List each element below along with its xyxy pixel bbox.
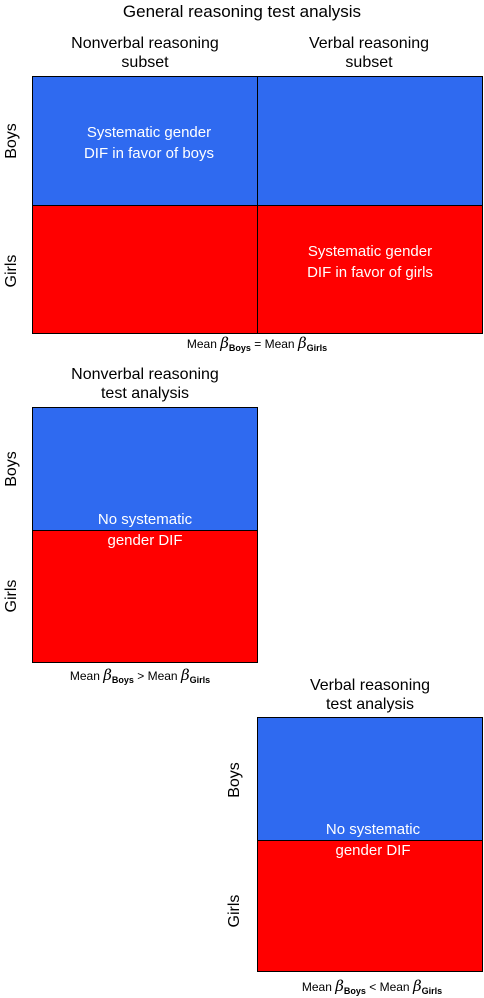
panel3-caption-beta-b: β: [412, 977, 422, 995]
panel2-caption-sub-boys: Boys: [111, 675, 134, 685]
panel1-girls-dif-text: Systematic gender DIF in favor of girls: [307, 241, 433, 283]
panel1-boys-dif-text: Systematic gender DIF in favor of boys: [84, 122, 214, 164]
panel3-title: Verbal reasoning test analysis: [257, 676, 483, 714]
panel1-boys-nonverbal-cell: [32, 76, 258, 206]
panel1-caption-sub-girls: Girls: [306, 343, 328, 353]
panel3-title-line2: test analysis: [325, 696, 415, 713]
panel1-col1-header-line1: Nonverbal reasoning: [71, 35, 219, 52]
panel1-col2-header-line1: Verbal reasoning: [308, 35, 430, 52]
panel1-row-label-boys: Boys: [3, 123, 20, 159]
panel1-col2-header-line2: subset: [345, 54, 393, 71]
panel2-dif-text-line1: No systematic: [97, 511, 193, 528]
panel1-caption: Mean βBoys = Mean βGirls: [187, 334, 327, 353]
panel2-caption-beta-a: β: [103, 666, 112, 684]
panel1-girls-dif-text-line1: Systematic gender: [307, 243, 433, 260]
panel2-girls-cell: [32, 530, 258, 663]
panel2-dif-text-line2: gender DIF: [107, 532, 183, 549]
panel2-title: Nonverbal reasoning test analysis: [32, 365, 258, 403]
panel3-dif-text-line2: gender DIF: [335, 842, 411, 859]
panel1-caption-beta-b: β: [297, 334, 307, 352]
panel3-caption-sub-boys: Boys: [343, 986, 366, 996]
panel3-dif-text: No systematic gender DIF: [326, 819, 420, 861]
panel1-girls-dif-text-line2: DIF in favor of girls: [307, 264, 433, 281]
panel2-caption-beta-b: β: [180, 666, 190, 684]
panel1-col1-header-line2: subset: [121, 54, 169, 71]
panel3-row-label-boys: Boys: [226, 762, 243, 798]
panel1-caption-relation: = Mean: [250, 337, 298, 351]
panel3-caption: Mean βBoys < Mean βGirls: [302, 977, 442, 996]
panel1-caption-mean-a: Mean: [186, 337, 221, 351]
panel2-caption-mean-a: Mean: [69, 669, 104, 683]
panel1-boys-verbal-cell: [257, 76, 483, 206]
panel2-row-label-boys: Boys: [3, 451, 20, 487]
panel3-caption-sub-girls: Girls: [421, 986, 443, 996]
panel2-title-line1: Nonverbal reasoning: [71, 366, 219, 383]
panel3-dif-text-line1: No systematic: [325, 821, 421, 838]
panel1-col1-header: Nonverbal reasoning subset: [32, 34, 258, 72]
panel1-col2-header: Verbal reasoning subset: [256, 34, 482, 72]
panel1-row-label-girls: Girls: [3, 254, 20, 288]
panel1-girls-nonverbal-cell: [32, 205, 258, 334]
panel1-title: General reasoning test analysis: [122, 2, 362, 21]
panel2-dif-text: No systematic gender DIF: [98, 509, 192, 551]
panel1-girls-verbal-cell: [257, 205, 483, 334]
panel1-boys-dif-text-line2: DIF in favor of boys: [83, 145, 215, 162]
panel1-caption-sub-boys: Boys: [228, 343, 251, 353]
panel1-caption-beta-a: β: [220, 334, 229, 352]
panel3-caption-mean-a: Mean: [301, 980, 336, 994]
panel3-caption-beta-a: β: [335, 977, 344, 995]
panel2-caption-relation: > Mean: [133, 669, 181, 683]
panel2-caption-sub-girls: Girls: [189, 675, 211, 685]
panel2-title-line2: test analysis: [100, 385, 190, 402]
panel2-row-label-girls: Girls: [3, 579, 20, 613]
panel3-row-label-girls: Girls: [226, 894, 243, 928]
panel3-boys-cell: [257, 717, 483, 841]
panel3-title-line1: Verbal reasoning: [309, 677, 431, 694]
panel3-girls-cell: [257, 840, 483, 972]
panel3-caption-relation: < Mean: [365, 980, 413, 994]
panel1-boys-dif-text-line1: Systematic gender: [86, 124, 212, 141]
panel2-caption: Mean βBoys > Mean βGirls: [70, 666, 210, 685]
